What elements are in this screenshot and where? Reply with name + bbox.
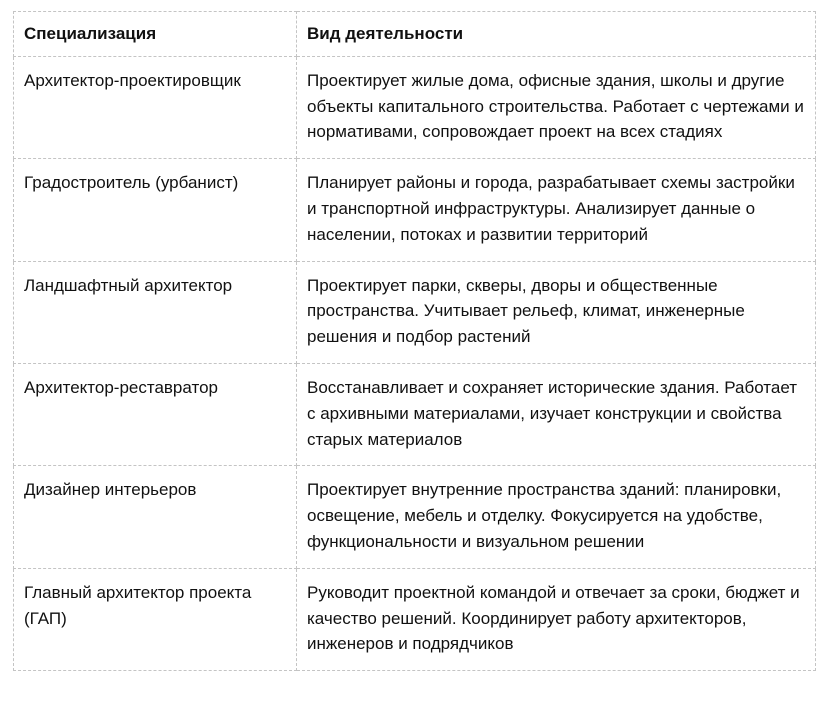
table-row: Градостроитель (урбанист) Планирует район… [13,158,816,262]
cell-activity: Планирует районы и города, разрабатывает… [296,158,816,262]
table-row: Дизайнер интерьеров Проектирует внутренни… [13,465,816,569]
cell-activity: Проектирует парки, скверы, дворы и общес… [296,260,816,364]
header-activity: Вид деятельности [296,11,816,57]
specializations-table: Специализация Вид деятельности Архитекто… [13,11,816,672]
table-row: Ландшафтный архитектор Проектирует парки,… [13,260,816,364]
table-row: Архитектор-реставратор Восстанавливает и … [13,362,816,467]
cell-specialization: Дизайнер интерьеров [13,465,297,569]
cell-activity: Восстанавливает и сохраняет исторические… [296,362,816,467]
cell-specialization: Градостроитель (урбанист) [13,158,297,262]
cell-specialization: Главный архитектор проекта (ГАП) [13,567,297,672]
cell-activity: Проектирует жилые дома, офисные здания, … [296,55,816,160]
cell-specialization: Архитектор-реставратор [13,362,297,467]
table-row: Архитектор-проектировщик Проектирует жилы… [13,55,816,160]
cell-activity: Руководит проектной командой и отвечает … [296,567,816,672]
table-row: Главный архитектор проекта (ГАП) Руководи… [13,567,816,672]
cell-activity: Проектирует внутренние пространства здан… [296,465,816,569]
table-header-row: Специализация Вид деятельности [13,11,816,57]
header-specialization: Специализация [13,11,297,57]
cell-specialization: Архитектор-проектировщик [13,55,297,160]
cell-specialization: Ландшафтный архитектор [13,260,297,364]
